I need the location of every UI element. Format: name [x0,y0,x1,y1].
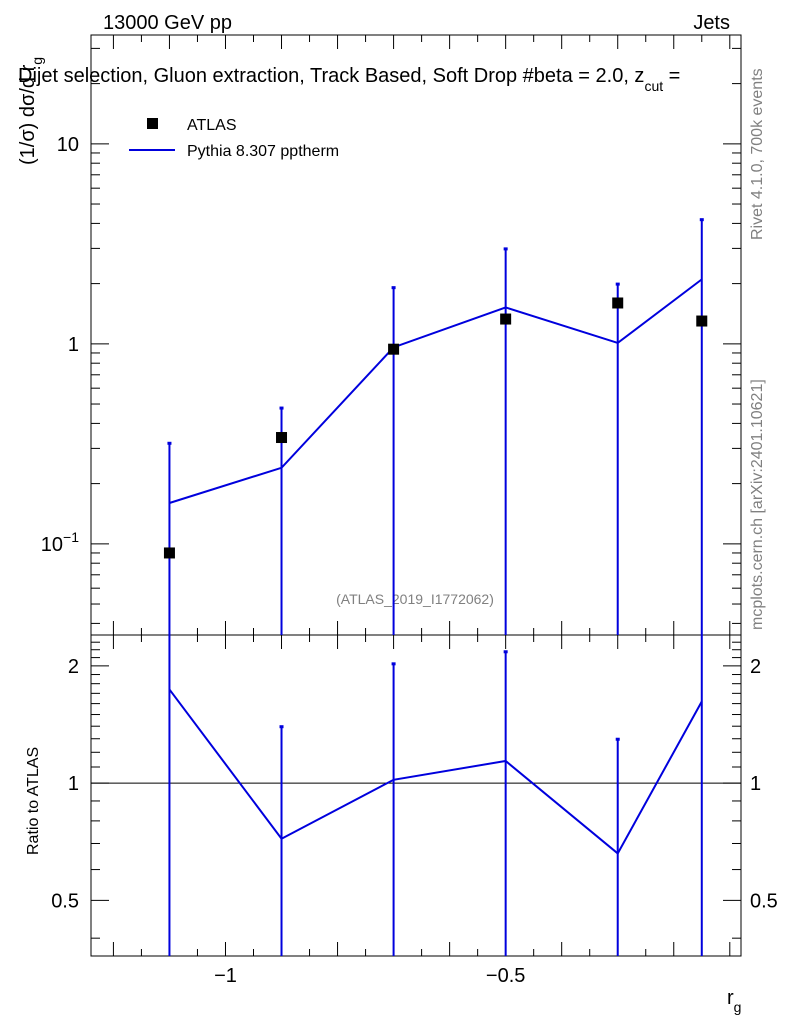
legend-pythia-label: Pythia 8.307 pptherm [187,143,339,160]
axis-tick-labels: −1 −0.5 10−1 1 10 0.5 0.5 1 1 2 2 [41,134,778,987]
y-tick-label: 2 [68,656,79,678]
y-tick-label: 10 [57,134,79,156]
ratio-error-cap [503,650,508,654]
ratio-error-cap [391,662,396,666]
legend-atlas-marker [147,118,158,129]
x-tick-label: −1 [214,965,237,987]
rivet-note: Rivet 4.1.0, 700k events [749,68,766,240]
atlas-point [388,343,400,355]
atlas-point [500,313,512,325]
pythia-error-cap [167,441,172,445]
y-tick-label: 0.5 [750,890,778,912]
pythia-error-cap [699,218,704,222]
pythia-error-cap [503,247,508,251]
ratio-line [168,688,703,855]
pythia-error-cap [279,406,284,410]
ratio-frame [90,634,742,957]
atlas-point [696,315,708,327]
main-ylabel: (1/σ) dσ/d rg [17,57,45,165]
ratio-error-cap [615,737,620,741]
analysis-watermark: (ATLAS_2019_I1772062) [336,591,494,607]
legend-atlas-label: ATLAS [187,117,237,134]
ratio-error-cap [279,725,284,729]
x-tick-label: −0.5 [486,965,525,987]
xlabel: rg [727,987,741,1015]
y-tick-label: 0.5 [51,890,79,912]
pythia-error-cap [615,282,620,286]
atlas-point [612,297,624,309]
axis-ticks [91,35,741,956]
pythia-error-cap [391,286,396,290]
y-tick-label: 10−1 [41,529,79,556]
mcplots-note: mcplots.cern.ch [arXiv:2401.10621] [749,379,766,630]
header-left: 13000 GeV pp [103,12,232,34]
atlas-point [276,432,288,444]
y-tick-label: 2 [750,656,761,678]
atlas-point [163,547,175,559]
header-right: Jets [693,12,730,34]
y-tick-label: 1 [68,773,79,795]
data-marks [91,218,741,956]
pythia-line [169,278,703,504]
ratio-ylabel: Ratio to ATLAS [25,747,42,855]
y-tick-label: 1 [68,334,79,356]
legend: ATLAS Pythia 8.307 pptherm [129,117,339,160]
plot-title: Dijet selection, Gluon extraction, Track… [18,65,680,94]
y-tick-label: 1 [750,773,761,795]
